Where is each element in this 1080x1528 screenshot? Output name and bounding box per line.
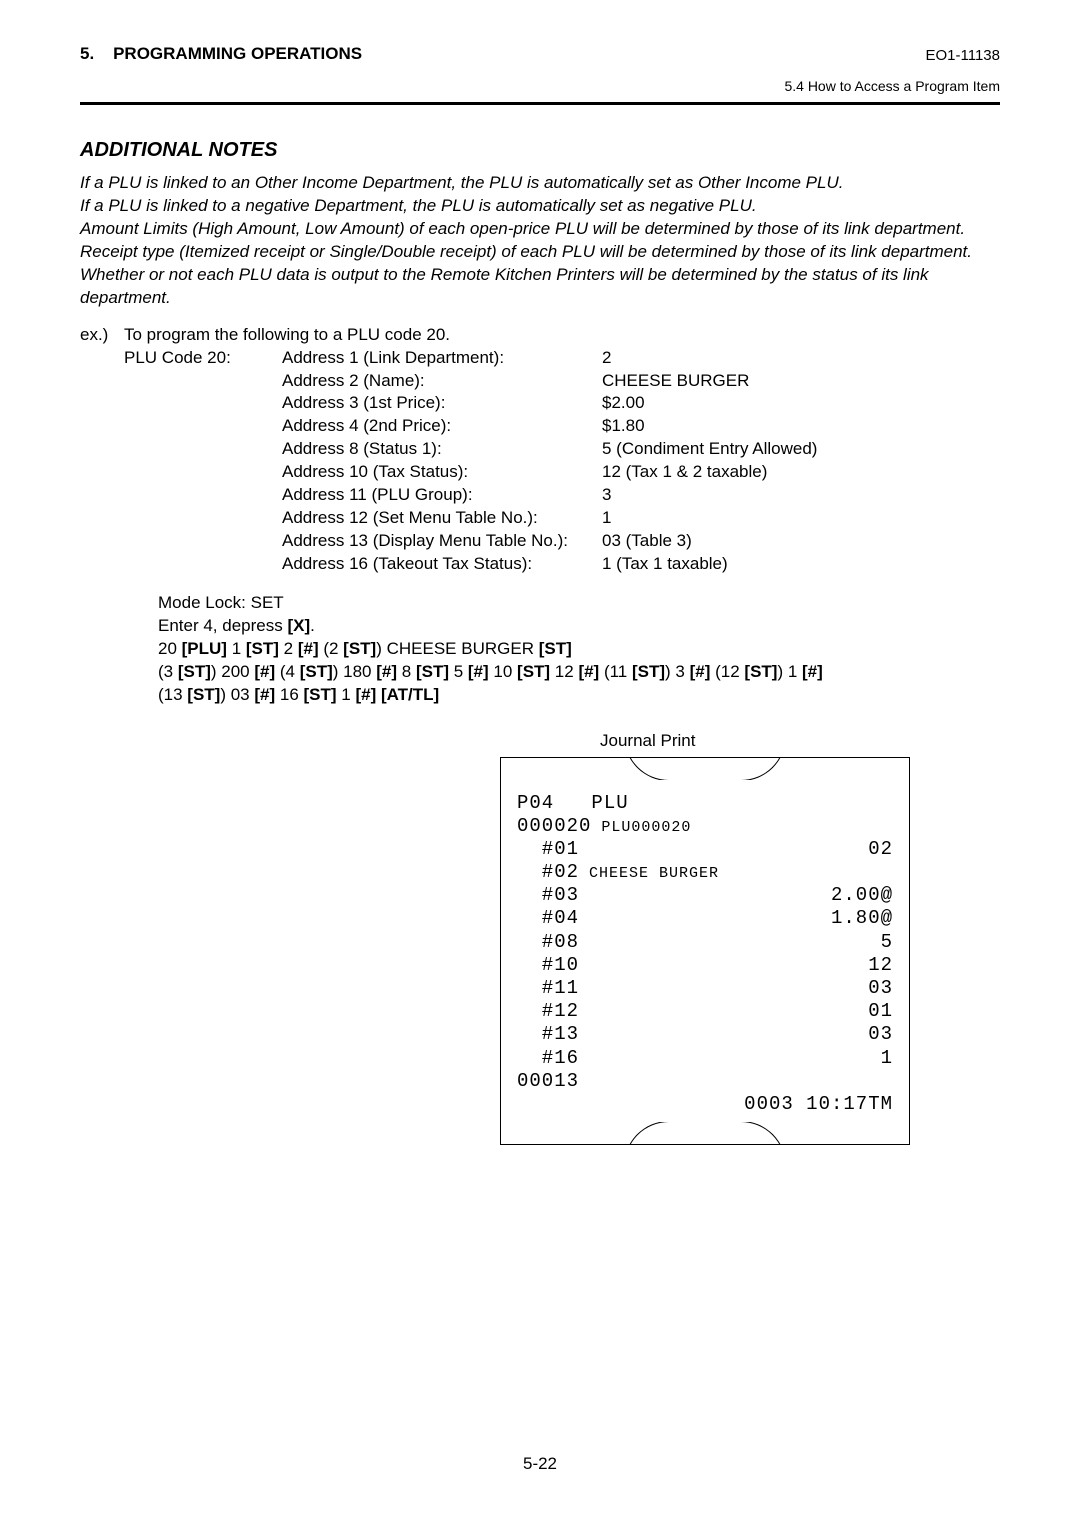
receipt-row: 0003 10:17TM	[517, 1093, 893, 1116]
address-label-col: Address 3 (1st Price):	[282, 392, 602, 415]
example-intro: ex.) To program the following to a PLU c…	[80, 324, 1000, 347]
address-code-col	[124, 553, 282, 576]
address-code-col	[124, 392, 282, 415]
receipt-row: #1103	[517, 977, 893, 1000]
address-row: Address 2 (Name):CHEESE BURGER	[124, 370, 1000, 393]
receipt-row: #1303	[517, 1023, 893, 1046]
receipt-row: #032.00@	[517, 884, 893, 907]
address-value-col: 5 (Condiment Entry Allowed)	[602, 438, 817, 461]
address-code-col	[124, 484, 282, 507]
address-label-col: Address 1 (Link Department):	[282, 347, 602, 370]
address-value-col: 1 (Tax 1 taxable)	[602, 553, 728, 576]
journal-receipt: P04 PLU000020 PLU000020 #0102 #02 CHEESE…	[500, 757, 910, 1145]
example-block: ex.) To program the following to a PLU c…	[80, 324, 1000, 576]
mode-line: 20 [PLU] 1 [ST] 2 [#] (2 [ST]) CHEESE BU…	[158, 638, 1000, 661]
address-label-col: Address 2 (Name):	[282, 370, 602, 393]
example-intro-text: To program the following to a PLU code 2…	[124, 324, 450, 347]
address-row: Address 11 (PLU Group):3	[124, 484, 1000, 507]
journal-print-label: Journal Print	[80, 731, 1000, 751]
receipt-row: 000020 PLU000020	[517, 815, 893, 838]
address-label-col: Address 16 (Takeout Tax Status):	[282, 553, 602, 576]
address-label-col: Address 11 (PLU Group):	[282, 484, 602, 507]
address-row: Address 16 (Takeout Tax Status):1 (Tax 1…	[124, 553, 1000, 576]
address-label-col: Address 10 (Tax Status):	[282, 461, 602, 484]
address-value-col: 2	[602, 347, 611, 370]
address-label-col: Address 12 (Set Menu Table No.):	[282, 507, 602, 530]
section-title: PROGRAMMING OPERATIONS	[113, 44, 362, 63]
receipt-row: #161	[517, 1047, 893, 1070]
address-row: Address 4 (2nd Price):$1.80	[124, 415, 1000, 438]
address-value-col: 3	[602, 484, 611, 507]
address-row: PLU Code 20:Address 1 (Link Department):…	[124, 347, 1000, 370]
receipt-row: #02 CHEESE BURGER	[517, 861, 893, 884]
receipt-row: #1012	[517, 954, 893, 977]
address-value-col: 03 (Table 3)	[602, 530, 692, 553]
page: 5. PROGRAMMING OPERATIONS EO1-11138 5.4 …	[0, 0, 1080, 1528]
address-code-col	[124, 530, 282, 553]
section-number: 5.	[80, 44, 94, 63]
address-label-col: Address 4 (2nd Price):	[282, 415, 602, 438]
receipt-row: 00013	[517, 1070, 893, 1093]
note-line: Whether or not each PLU data is output t…	[80, 264, 1000, 310]
address-value-col: $1.80	[602, 415, 645, 438]
address-label-col: Address 8 (Status 1):	[282, 438, 602, 461]
note-line: Receipt type (Itemized receipt or Single…	[80, 241, 1000, 264]
address-code-col	[124, 461, 282, 484]
page-number: 5-22	[0, 1454, 1080, 1474]
note-line: If a PLU is linked to an Other Income De…	[80, 172, 1000, 195]
receipt-body: P04 PLU000020 PLU000020 #0102 #02 CHEESE…	[500, 780, 910, 1122]
example-label: ex.)	[80, 324, 124, 347]
section-heading: 5. PROGRAMMING OPERATIONS	[80, 44, 362, 64]
additional-notes-title: ADDITIONAL NOTES	[80, 139, 1000, 162]
subsection: 5.4 How to Access a Program Item	[80, 78, 1000, 94]
address-code-col	[124, 415, 282, 438]
mode-block: Mode Lock: SET Enter 4, depress [X]. 20 …	[158, 592, 1000, 707]
mode-line: (3 [ST]) 200 [#] (4 [ST]) 180 [#] 8 [ST]…	[158, 661, 1000, 684]
receipt-row: #1201	[517, 1000, 893, 1023]
address-code-col: PLU Code 20:	[124, 347, 282, 370]
page-header: 5. PROGRAMMING OPERATIONS EO1-11138	[80, 44, 1000, 64]
notes-block: If a PLU is linked to an Other Income De…	[80, 172, 1000, 310]
mode-line: (13 [ST]) 03 [#] 16 [ST] 1 [#] [AT/TL]	[158, 684, 1000, 707]
address-code-col	[124, 507, 282, 530]
mode-line: Mode Lock: SET	[158, 592, 1000, 615]
receipt-bottom-edge	[500, 1122, 910, 1145]
address-value-col: 1	[602, 507, 611, 530]
address-row: Address 3 (1st Price):$2.00	[124, 392, 1000, 415]
address-row: Address 10 (Tax Status):12 (Tax 1 & 2 ta…	[124, 461, 1000, 484]
receipt-row: #041.80@	[517, 907, 893, 930]
receipt-top-edge	[500, 757, 910, 780]
note-line: Amount Limits (High Amount, Low Amount) …	[80, 218, 1000, 241]
address-label-col: Address 13 (Display Menu Table No.):	[282, 530, 602, 553]
address-value-col: CHEESE BURGER	[602, 370, 749, 393]
mode-line: Enter 4, depress [X].	[158, 615, 1000, 638]
address-value-col: $2.00	[602, 392, 645, 415]
address-row: Address 8 (Status 1):5 (Condiment Entry …	[124, 438, 1000, 461]
address-table: PLU Code 20:Address 1 (Link Department):…	[124, 347, 1000, 576]
note-line: If a PLU is linked to a negative Departm…	[80, 195, 1000, 218]
receipt-row: #0102	[517, 838, 893, 861]
header-rule	[80, 102, 1000, 105]
doc-number: EO1-11138	[926, 47, 1001, 64]
address-code-col	[124, 370, 282, 393]
address-value-col: 12 (Tax 1 & 2 taxable)	[602, 461, 767, 484]
receipt-row: #085	[517, 931, 893, 954]
address-code-col	[124, 438, 282, 461]
receipt-row: P04 PLU	[517, 792, 893, 815]
address-row: Address 12 (Set Menu Table No.):1	[124, 507, 1000, 530]
address-row: Address 13 (Display Menu Table No.):03 (…	[124, 530, 1000, 553]
